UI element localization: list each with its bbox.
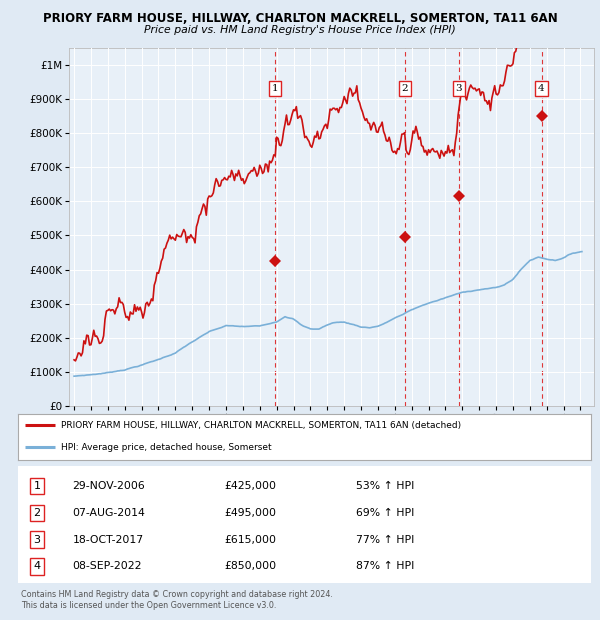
Text: £615,000: £615,000 — [224, 534, 276, 545]
Text: 08-SEP-2022: 08-SEP-2022 — [73, 562, 142, 572]
Text: 18-OCT-2017: 18-OCT-2017 — [73, 534, 143, 545]
Text: 1: 1 — [272, 84, 278, 93]
Text: PRIORY FARM HOUSE, HILLWAY, CHARLTON MACKRELL, SOMERTON, TA11 6AN (detached): PRIORY FARM HOUSE, HILLWAY, CHARLTON MAC… — [61, 420, 461, 430]
Text: 1: 1 — [34, 481, 40, 491]
Text: £425,000: £425,000 — [224, 481, 276, 491]
Text: 29-NOV-2006: 29-NOV-2006 — [73, 481, 145, 491]
Text: 77% ↑ HPI: 77% ↑ HPI — [356, 534, 415, 545]
Text: PRIORY FARM HOUSE, HILLWAY, CHARLTON MACKRELL, SOMERTON, TA11 6AN: PRIORY FARM HOUSE, HILLWAY, CHARLTON MAC… — [43, 12, 557, 25]
Text: 07-AUG-2014: 07-AUG-2014 — [73, 508, 145, 518]
Text: £850,000: £850,000 — [224, 562, 277, 572]
Text: HPI: Average price, detached house, Somerset: HPI: Average price, detached house, Some… — [61, 443, 272, 451]
Text: 53% ↑ HPI: 53% ↑ HPI — [356, 481, 415, 491]
Text: 2: 2 — [401, 84, 408, 93]
Text: 2: 2 — [34, 508, 40, 518]
Text: 4: 4 — [34, 562, 40, 572]
Text: 3: 3 — [455, 84, 462, 93]
Text: 3: 3 — [34, 534, 40, 545]
Text: Price paid vs. HM Land Registry's House Price Index (HPI): Price paid vs. HM Land Registry's House … — [144, 25, 456, 35]
Text: £495,000: £495,000 — [224, 508, 276, 518]
Text: 69% ↑ HPI: 69% ↑ HPI — [356, 508, 415, 518]
Text: 4: 4 — [538, 84, 545, 93]
Text: 87% ↑ HPI: 87% ↑ HPI — [356, 562, 415, 572]
Text: This data is licensed under the Open Government Licence v3.0.: This data is licensed under the Open Gov… — [21, 601, 277, 611]
Text: Contains HM Land Registry data © Crown copyright and database right 2024.: Contains HM Land Registry data © Crown c… — [21, 590, 333, 600]
